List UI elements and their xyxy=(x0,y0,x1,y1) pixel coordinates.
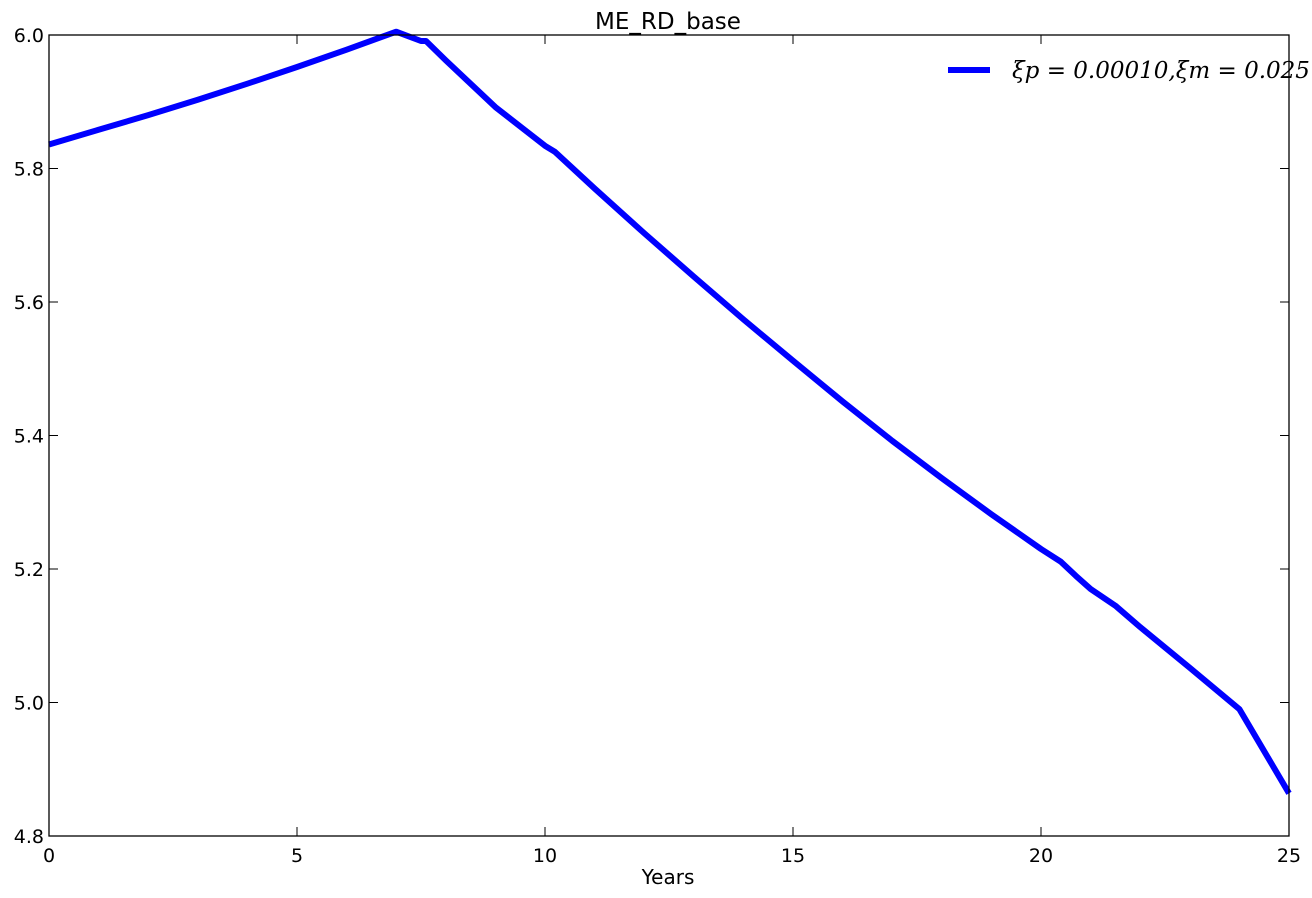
x-tick-label: 0 xyxy=(43,845,55,867)
y-axis-ticks: 4.8 5.0 5.2 5.4 5.6 5.8 6.0 xyxy=(14,25,1289,848)
y-tick-label: 5.6 xyxy=(14,292,44,314)
y-tick-label: 5.4 xyxy=(14,426,44,448)
x-tick-label: 20 xyxy=(1029,845,1053,867)
legend: ξp = 0.00010,ξm = 0.025 xyxy=(948,58,1310,84)
x-axis-label: Years xyxy=(641,865,695,889)
x-tick-label: 10 xyxy=(533,845,557,867)
y-tick-label: 6.0 xyxy=(14,25,44,47)
y-tick-label: 5.8 xyxy=(14,159,44,181)
x-tick-label: 15 xyxy=(781,845,805,867)
series-group xyxy=(48,28,1292,795)
x-tick-label: 25 xyxy=(1277,845,1301,867)
y-tick-label: 4.8 xyxy=(14,826,44,848)
x-tick-label: 5 xyxy=(291,845,303,867)
x-axis-ticks: 0 5 10 15 20 25 xyxy=(43,35,1301,867)
plot-area: 0 5 10 15 20 25 4.8 5.0 5.2 5.4 5.6 5.8 6.0 xyxy=(14,25,1301,867)
legend-label: ξp = 0.00010,ξm = 0.025 xyxy=(1012,58,1310,84)
y-tick-label: 5.0 xyxy=(14,693,44,715)
series-line-0 xyxy=(48,28,1292,795)
chart-title: ME_RD_base xyxy=(595,9,741,35)
plot-frame xyxy=(48,34,1290,837)
y-tick-label: 5.2 xyxy=(14,559,44,581)
